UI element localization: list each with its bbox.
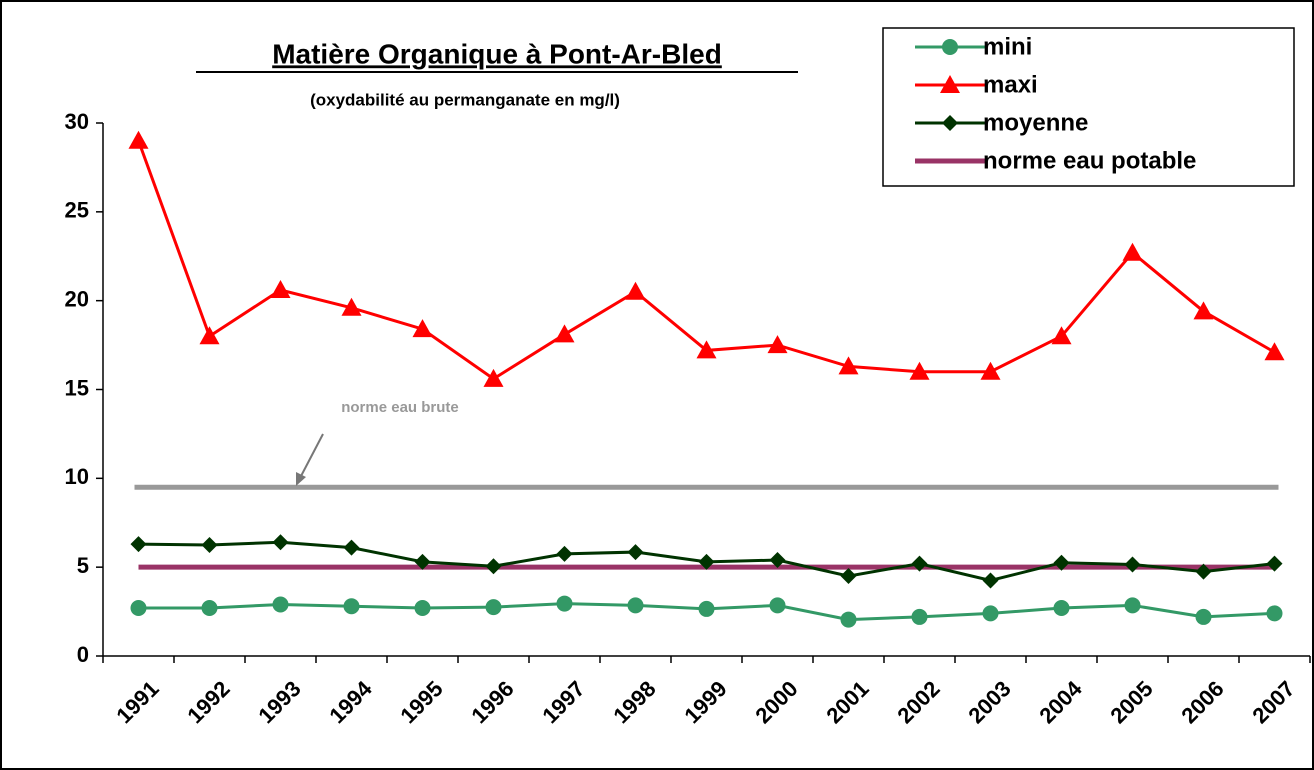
point (838, 356, 859, 375)
point (909, 361, 930, 380)
point (980, 361, 1001, 380)
point (414, 553, 431, 570)
point (911, 555, 928, 572)
point (696, 340, 717, 359)
point (485, 558, 502, 575)
point (1051, 326, 1072, 345)
point (128, 130, 149, 149)
point (343, 598, 360, 615)
point (1193, 301, 1214, 320)
point (412, 319, 433, 338)
y-tick-label: 10 (65, 464, 89, 489)
reference-label: norme eau brute (341, 399, 459, 416)
annotation-arrowhead (296, 472, 306, 486)
point (627, 597, 644, 614)
point (840, 611, 857, 628)
legend-label: maxi (983, 71, 1038, 98)
point (942, 39, 958, 55)
point (414, 600, 431, 617)
point (769, 552, 786, 569)
legend-label: mini (983, 33, 1032, 60)
y-tick-label: 20 (65, 286, 89, 311)
point (201, 600, 218, 617)
point (698, 600, 715, 617)
point (1264, 342, 1285, 361)
y-tick-label: 25 (65, 198, 89, 223)
point (769, 597, 786, 614)
point (942, 115, 958, 131)
point (201, 536, 218, 553)
y-tick-label: 30 (65, 109, 89, 134)
legend-label: norme eau potable (983, 147, 1196, 174)
point (343, 539, 360, 556)
y-tick-label: 0 (77, 642, 89, 667)
point (698, 553, 715, 570)
point (940, 75, 960, 93)
point (1266, 605, 1283, 622)
point (627, 544, 644, 561)
point (199, 326, 220, 345)
point (130, 600, 147, 617)
point (272, 596, 289, 613)
point (911, 608, 928, 625)
point (625, 281, 646, 300)
point (1053, 554, 1070, 571)
point (1122, 242, 1143, 261)
point (130, 536, 147, 553)
point (1053, 600, 1070, 617)
point (1195, 608, 1212, 625)
point (767, 335, 788, 354)
point (840, 568, 857, 585)
point (1266, 555, 1283, 572)
point (272, 534, 289, 551)
annotation-arrow (299, 433, 324, 479)
point (485, 599, 502, 616)
point (1124, 597, 1141, 614)
point (483, 368, 504, 387)
point (556, 545, 573, 562)
legend-label: moyenne (983, 109, 1088, 136)
chart-title: Matière Organique à Pont-Ar-Bled (272, 38, 722, 69)
point (1124, 556, 1141, 573)
y-tick-label: 15 (65, 375, 89, 400)
point (554, 324, 575, 343)
chart-subtitle: (oxydabilité au permanganate en mg/l) (310, 90, 620, 109)
point (341, 297, 362, 316)
point (982, 605, 999, 622)
point (1195, 563, 1212, 580)
point (982, 572, 999, 589)
point (270, 280, 291, 299)
y-tick-label: 5 (77, 553, 89, 578)
point (556, 595, 573, 612)
